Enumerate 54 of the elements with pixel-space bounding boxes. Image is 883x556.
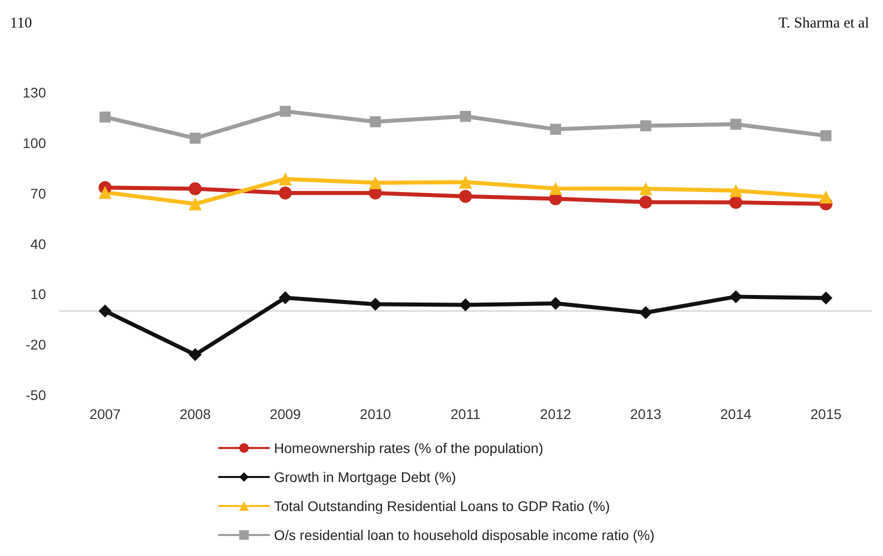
point: [190, 132, 201, 144]
y-tick-label: 130: [22, 84, 46, 100]
x-tick-label: 2008: [180, 406, 211, 422]
x-tick-label: 2015: [810, 406, 842, 422]
x-tick-label: 2010: [360, 406, 392, 422]
x-tick-label: 2014: [720, 406, 752, 422]
y-tick-label: 100: [22, 134, 46, 151]
point: [639, 196, 652, 209]
point: [368, 298, 382, 311]
y-tick-label: -50: [26, 387, 46, 403]
point: [459, 190, 472, 203]
point: [730, 118, 742, 130]
x-tick-label: 2013: [630, 406, 662, 422]
point: [820, 130, 832, 142]
x-tick-label: 2009: [270, 406, 302, 422]
x-tick-label: 2012: [540, 406, 572, 422]
point: [729, 184, 742, 198]
point: [819, 292, 832, 305]
point: [549, 182, 562, 195]
point: [188, 182, 202, 196]
point: [639, 306, 652, 320]
y-tick-label: -20: [26, 336, 46, 353]
point: [98, 304, 112, 318]
point: [729, 196, 742, 209]
point: [368, 176, 382, 190]
point: [188, 348, 202, 362]
point: [460, 110, 471, 122]
legend-label: Homeownership rates (% of the population): [274, 440, 544, 456]
point: [280, 106, 291, 117]
legend-label: Growth in Mortgage Debt (%): [274, 469, 456, 485]
y-tick-label: 40: [30, 236, 46, 252]
point: [100, 112, 111, 123]
text: 110: [10, 16, 32, 32]
point: [639, 182, 652, 196]
legend-label: O/s residential loan to household disposable income ratio (%): [274, 527, 655, 543]
legend-label: Total Outstanding Residential Loans to GDP Ratio (%): [274, 498, 610, 514]
point: [550, 124, 562, 135]
text: T. Sharma et al: [778, 16, 870, 32]
y-tick-label: 10: [30, 286, 46, 302]
point: [459, 176, 472, 189]
point: [459, 298, 472, 312]
point: [549, 296, 562, 310]
x-tick-label: 2007: [89, 406, 121, 422]
point: [188, 197, 202, 210]
point: [278, 172, 292, 186]
point: [370, 116, 381, 128]
y-tick-label: 70: [30, 185, 46, 202]
point: [278, 291, 292, 304]
point: [278, 186, 292, 200]
x-tick-label: 2011: [450, 406, 481, 422]
point: [640, 120, 652, 132]
point: [98, 186, 112, 199]
point: [819, 190, 832, 204]
point: [729, 290, 742, 304]
